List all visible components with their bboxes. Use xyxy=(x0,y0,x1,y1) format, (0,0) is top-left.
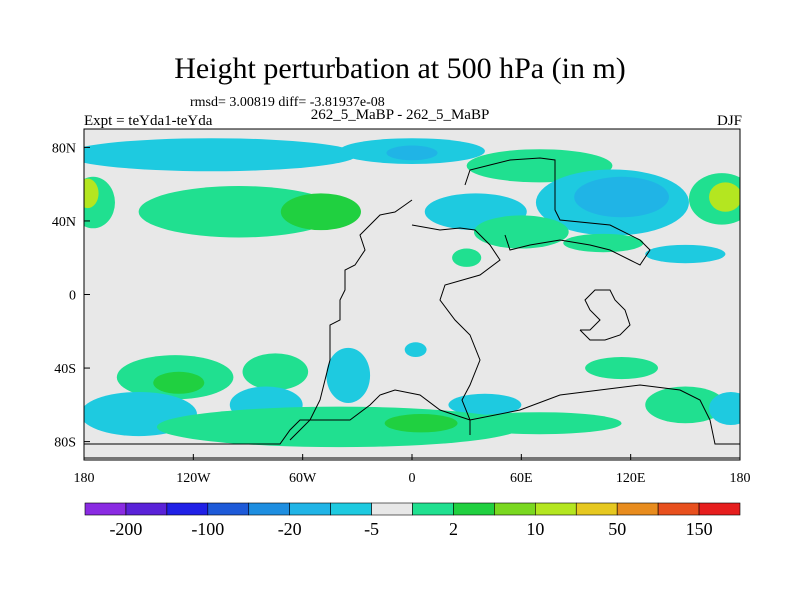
colorbar-box xyxy=(371,502,413,516)
x-tick-label: 0 xyxy=(409,471,416,486)
contour-region-neg_mid xyxy=(574,176,669,218)
x-tick-label: 60E xyxy=(510,471,533,486)
contour-region-neg_low xyxy=(645,244,726,264)
colorbar-box xyxy=(166,502,209,516)
contour-region-neg_mid xyxy=(386,145,438,161)
colorbar-box xyxy=(657,502,700,516)
x-tick-label: 180 xyxy=(730,471,751,486)
y-tick-label: 40N xyxy=(52,215,76,230)
x-axis: 180 120W 60W 0 60E 120E 180 xyxy=(74,454,751,486)
colorbar-box xyxy=(698,502,741,516)
colorbar-label: 150 xyxy=(686,519,713,539)
contour-region-pos_high xyxy=(84,178,99,209)
contour-region-pos_low xyxy=(473,215,569,249)
colorbar-box xyxy=(248,502,290,516)
coastline-north xyxy=(464,157,651,266)
coastline-antarctica xyxy=(84,384,740,445)
coastline-africa-eurasia xyxy=(411,224,501,435)
contour-region-pos_low xyxy=(138,186,340,238)
y-tick-label: 80S xyxy=(54,436,76,451)
contour-region-pos_low xyxy=(645,386,726,424)
contour-region-pos_mid xyxy=(384,414,458,433)
x-tick-label: 60W xyxy=(289,471,317,486)
colorbar-box xyxy=(412,502,454,516)
colorbar: -200 -100 -20 -5 2 10 50 150 xyxy=(84,502,741,539)
chart-subtitle: 262_5_MaBP - 262_5_MaBP xyxy=(310,107,490,123)
stats-text: rmsd= 3.00819 diff= -3.81937e-08 xyxy=(190,95,385,110)
colorbar-box xyxy=(125,502,168,516)
colorbar-label: 10 xyxy=(526,519,544,539)
contour-region-pos_low xyxy=(563,233,644,253)
colorbar-box xyxy=(289,502,331,516)
contour-region-neg_low xyxy=(84,138,358,172)
coastline-australia xyxy=(579,289,631,341)
x-tick-label: 180 xyxy=(74,471,95,486)
y-tick-label: 40S xyxy=(54,362,76,377)
coastline-americas xyxy=(329,199,413,340)
colorbar-box xyxy=(535,502,577,516)
coastline-south-america xyxy=(289,340,331,441)
x-tick-label: 120E xyxy=(616,471,646,486)
contour-region-neg_low xyxy=(404,342,427,358)
contour-region-pos_mid xyxy=(280,193,361,231)
colorbar-label: -200 xyxy=(109,519,142,539)
colorbar-label: -5 xyxy=(364,519,379,539)
colorbar-box xyxy=(453,502,495,516)
y-tick-label: 0 xyxy=(69,289,76,304)
contour-region-pos_mid xyxy=(153,371,205,394)
season-label: DJF xyxy=(716,113,742,129)
y-tick-label: 80N xyxy=(52,141,76,156)
contour-region-pos_high xyxy=(709,182,740,212)
y-axis: 80N 40N 0 40S 80S xyxy=(52,141,90,451)
contour-region-neg_low xyxy=(709,391,740,426)
colorbar-label: 2 xyxy=(449,519,458,539)
contour-region-pos_low xyxy=(585,357,658,380)
contour-region-pos_low xyxy=(457,412,622,435)
colorbar-box xyxy=(494,502,536,516)
colorbar-box xyxy=(330,502,372,516)
contour-region-pos_low xyxy=(452,248,482,267)
chart-title: Height perturbation at 500 hPa (in m) xyxy=(174,52,626,85)
contour-regions xyxy=(84,138,740,448)
colorbar-label: 50 xyxy=(608,519,626,539)
colorbar-label: -100 xyxy=(191,519,224,539)
colorbar-box xyxy=(616,502,659,516)
experiment-label: Expt = teYda1-teYda xyxy=(84,113,213,129)
colorbar-box xyxy=(84,502,127,516)
colorbar-box xyxy=(575,502,618,516)
x-tick-label: 120W xyxy=(176,471,211,486)
contour-region-pos_low xyxy=(242,353,309,391)
colorbar-label: -20 xyxy=(278,519,302,539)
contour-region-neg_low xyxy=(326,347,371,403)
colorbar-box xyxy=(207,502,250,516)
